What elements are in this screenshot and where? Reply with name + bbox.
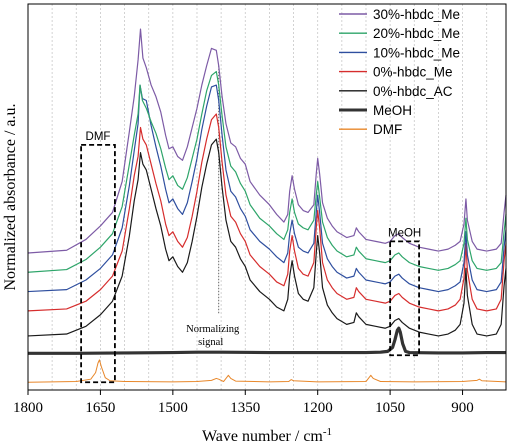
x-tick-label: 1500 (158, 400, 188, 416)
spectra-series (27, 28, 507, 383)
annotation-label-meoh: MeOH (388, 227, 421, 239)
legend-label-dmf: DMF (373, 122, 402, 137)
vertical-gridlines (51, 4, 488, 390)
x-tick-label: 1650 (85, 400, 115, 416)
x-axis-title-text: Wave number / cm (202, 428, 323, 445)
x-tick-label: 1200 (303, 400, 333, 416)
annotation-box-meoh (389, 240, 420, 357)
annotation-box-dmf (80, 143, 116, 384)
plot-frame (27, 3, 507, 391)
series-line-30-hbdc-me (27, 28, 507, 254)
series-line-dmf (27, 359, 507, 383)
legend-label-meoh: MeOH (373, 103, 412, 118)
series-line-0-hbdc-ac (27, 138, 507, 337)
series-line-meoh (28, 326, 506, 355)
x-axis-ticks: 1800 1650 1500 1350 1200 1050 900 (13, 390, 474, 416)
annotations: DMF MeOH Normalizing signal (80, 131, 421, 384)
series-line-0-hbdc-me (27, 113, 507, 312)
x-tick-label: 1350 (230, 400, 260, 416)
legend-label-20-hbdc-me: 20%-hbdc_Me (373, 26, 460, 41)
x-axis-title-superscript: -1 (323, 426, 332, 438)
x-tick-label: 900 (451, 400, 474, 416)
normalizing-label-line1: Normalizing (186, 324, 240, 335)
legend-label-0-hbdc-me: 0%-hbdc_Me (373, 65, 453, 80)
y-axis-title: Normalized absorbance / a.u. (2, 103, 19, 290)
series-line-20-hbdc-me (27, 70, 507, 273)
normalizing-label-line2: signal (198, 337, 223, 348)
legend: 30%-hbdc_Me 20%-hbdc_Me 10%-hbdc_Me 0%-hbdc… (339, 7, 460, 137)
annotation-label-dmf: DMF (86, 131, 111, 143)
x-axis-title: Wave number / cm-1 (202, 426, 332, 445)
legend-label-10-hbdc-me: 10%-hbdc_Me (373, 45, 460, 60)
legend-label-0-hbdc-ac: 0%-hbdc_AC (373, 84, 453, 99)
legend-label-30-hbdc-me: 30%-hbdc_Me (373, 7, 460, 22)
x-tick-label: 1800 (13, 400, 43, 416)
series-line-10-hbdc-me (27, 84, 507, 293)
x-tick-label: 1050 (375, 400, 405, 416)
